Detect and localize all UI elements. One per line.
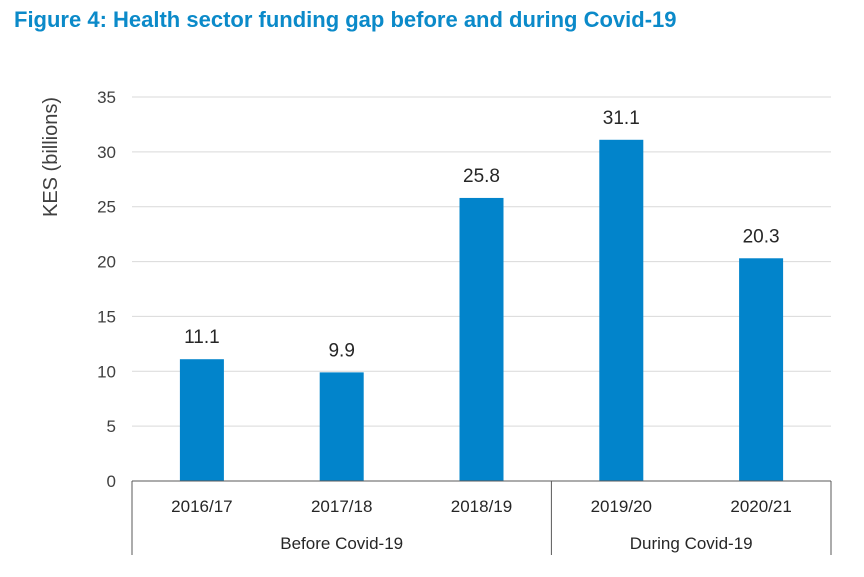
x-tick-label: 2016/17 — [171, 497, 232, 516]
y-tick-label: 15 — [97, 307, 116, 326]
group-labels: Before Covid-19 During Covid-19 — [280, 534, 752, 553]
y-tick-label: 20 — [97, 253, 116, 272]
data-label: 25.8 — [463, 166, 500, 187]
data-label: 9.9 — [328, 340, 354, 361]
x-tick-label: 2018/19 — [451, 497, 512, 516]
y-tick-label: 10 — [97, 362, 116, 381]
bar — [319, 372, 364, 481]
y-axis-ticks: 0 5 10 15 20 25 30 35 — [97, 88, 116, 491]
x-tick-label: 2017/18 — [311, 497, 372, 516]
group-label: Before Covid-19 — [280, 534, 403, 553]
y-tick-label: 35 — [97, 88, 116, 107]
y-axis-label: KES (billions) — [40, 97, 62, 217]
chart-title: Figure 4: Health sector funding gap befo… — [14, 7, 677, 32]
category-labels: 2016/17 2017/18 2018/19 2019/20 2020/21 — [171, 497, 792, 516]
y-tick-label: 5 — [107, 417, 116, 436]
y-tick-label: 0 — [107, 472, 116, 491]
x-axis — [131, 480, 832, 555]
y-tick-label: 30 — [97, 143, 116, 162]
data-label: 20.3 — [743, 226, 780, 247]
group-label: During Covid-19 — [630, 534, 753, 553]
data-labels: 11.1 9.9 25.8 31.1 20.3 — [184, 108, 779, 362]
bar — [179, 359, 224, 481]
data-label: 31.1 — [603, 108, 640, 129]
bar — [599, 139, 644, 481]
data-label: 11.1 — [184, 327, 220, 348]
bar — [739, 258, 784, 481]
bars — [179, 139, 784, 482]
y-tick-label: 25 — [97, 198, 116, 217]
x-tick-label: 2019/20 — [591, 497, 652, 516]
x-tick-label: 2020/21 — [730, 497, 791, 516]
bar — [459, 197, 504, 482]
